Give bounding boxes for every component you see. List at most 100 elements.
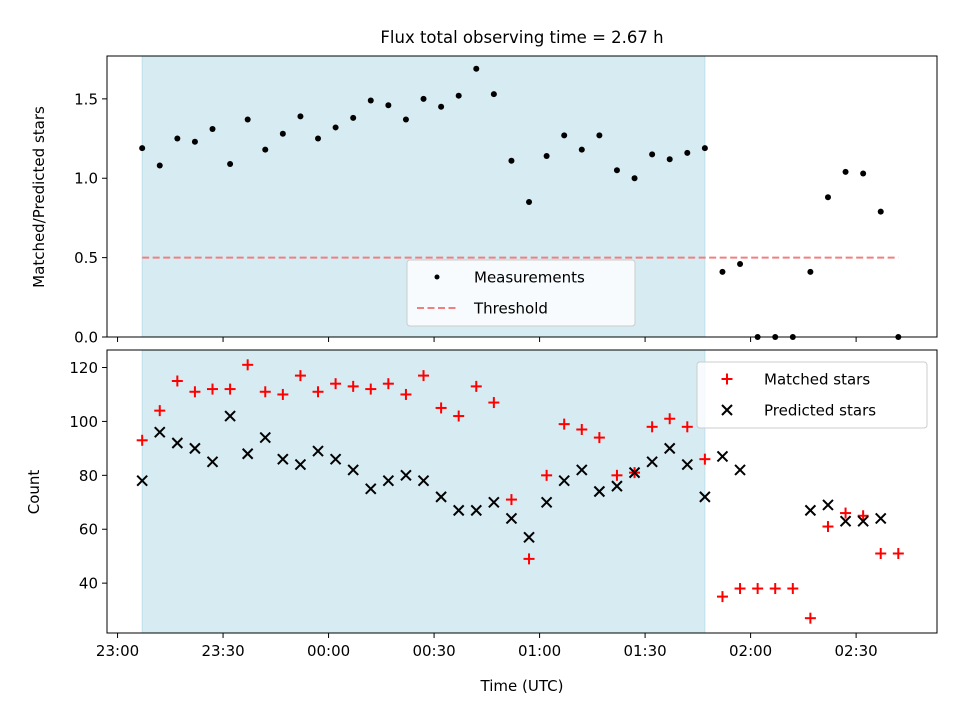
- predicted-stars-point: [224, 410, 236, 422]
- measurement-point: [666, 156, 673, 163]
- legend-box: [406, 259, 636, 327]
- predicted-stars-point: [488, 496, 500, 508]
- measurement-point: [877, 208, 884, 215]
- matched-stars-point: [822, 521, 834, 533]
- measurement-point: [191, 138, 198, 145]
- legend-entry: Matched stars: [721, 371, 870, 389]
- matched-stars-point: [558, 418, 570, 430]
- legend: Measurements Threshold: [406, 259, 636, 327]
- matched-stars-point: [523, 553, 535, 565]
- measurement-point: [824, 194, 831, 201]
- legend-entry: Predicted stars: [721, 402, 876, 420]
- matched-stars-point: [224, 383, 236, 395]
- matched-stars-point: [382, 378, 394, 390]
- predicted-stars-point: [206, 456, 219, 468]
- axes-frame: [106, 55, 938, 338]
- predicted-stars-point: [171, 437, 184, 449]
- measurement-point: [156, 162, 163, 169]
- y-tick-label: 80: [79, 467, 98, 485]
- predicted-stars-point: [804, 504, 817, 517]
- matched-stars-point: [294, 370, 306, 382]
- predicted-stars-point: [857, 515, 869, 527]
- matched-stars-point: [787, 583, 799, 595]
- matched-stars-point: [330, 378, 342, 390]
- matched-stars-point: [611, 469, 623, 481]
- x-tick-label: 00:00: [307, 642, 350, 660]
- measurement-point: [860, 170, 867, 177]
- predicted-stars-point: [241, 448, 254, 460]
- matched-stars-point: [136, 434, 148, 446]
- measurement-point: [701, 145, 708, 152]
- predicted-stars-point: [734, 464, 746, 476]
- matched-stars-point: [505, 494, 517, 506]
- measurement-point: [807, 268, 814, 275]
- measurement-point: [209, 126, 216, 133]
- legend-entry: Measurements: [434, 269, 585, 287]
- measurement-point: [350, 114, 357, 121]
- y-tick-label: 40: [79, 575, 98, 593]
- predicted-stars-point: [681, 458, 694, 471]
- y-axis-label: Matched/Predicted stars: [30, 106, 48, 288]
- matched-stars-point: [593, 432, 605, 444]
- measurement-point: [473, 65, 480, 72]
- predicted-stars-point: [382, 475, 395, 487]
- measurement-point: [596, 132, 603, 139]
- x-tick-label: 02:30: [834, 642, 877, 660]
- matched-stars-point: [171, 375, 183, 387]
- matched-stars-point: [470, 380, 482, 392]
- predicted-stars-point: [646, 456, 658, 468]
- matched-stars-point: [892, 547, 904, 559]
- matched-stars-point: [242, 359, 254, 371]
- y-tick-label: 1.5: [74, 90, 98, 108]
- measurement-point: [279, 130, 286, 137]
- measurement-point: [490, 91, 497, 98]
- measurement-point: [367, 97, 374, 104]
- predicted-stars-point: [839, 515, 852, 527]
- predicted-stars-point: [875, 512, 887, 525]
- predicted-stars-point: [540, 496, 553, 508]
- predicted-stars-point: [628, 466, 641, 479]
- legend-label: Matched stars: [764, 371, 870, 389]
- ratio-panel: Matched/Predicted stars 0.0 0.5 1.0 1.5 Meas…: [30, 55, 938, 347]
- matched-stars-point: [716, 591, 728, 603]
- measurement-point: [649, 151, 656, 158]
- legend-marker: [721, 404, 733, 416]
- matched-stars-point: [804, 612, 816, 624]
- measurement-point: [613, 167, 620, 174]
- axes-frame: [106, 349, 938, 634]
- matched-stars-point: [769, 583, 781, 595]
- matched-stars-point: [541, 469, 553, 481]
- predicted-stars-point: [329, 453, 342, 465]
- y-tick-label: 0.5: [74, 249, 98, 267]
- matched-stars-point: [875, 547, 887, 559]
- x-tick-label: 23:00: [96, 642, 139, 660]
- measurement-point: [402, 116, 409, 123]
- measurement-point: [719, 268, 726, 275]
- measurement-point: [543, 153, 550, 160]
- measurement-point: [315, 135, 322, 142]
- y-tick-label: 1.0: [74, 170, 98, 188]
- matched-stars-point: [681, 421, 693, 433]
- matched-stars-point: [488, 397, 500, 409]
- predicted-stars-point: [822, 499, 834, 511]
- legend-label: Threshold: [473, 300, 548, 318]
- measurement-point: [385, 102, 392, 109]
- matched-stars-point: [365, 383, 377, 395]
- measurement-point: [561, 132, 568, 139]
- predicted-stars-point: [417, 475, 430, 487]
- measurement-point: [578, 146, 585, 153]
- matched-stars-point: [418, 370, 430, 382]
- matched-stars-point: [207, 383, 219, 395]
- matched-stars-point: [312, 386, 324, 398]
- matched-stars-point: [154, 405, 166, 417]
- y-tick-label: 0.0: [74, 329, 98, 347]
- matched-stars-point: [664, 413, 676, 425]
- predicted-stars-point: [452, 504, 465, 517]
- measurement-point: [174, 135, 181, 142]
- y-tick-label: 100: [69, 413, 98, 431]
- predicted-stars-point: [611, 480, 623, 492]
- chart-title: Flux total observing time = 2.67 h: [380, 28, 663, 47]
- predicted-stars-point: [136, 475, 148, 487]
- measurement-point: [420, 95, 427, 102]
